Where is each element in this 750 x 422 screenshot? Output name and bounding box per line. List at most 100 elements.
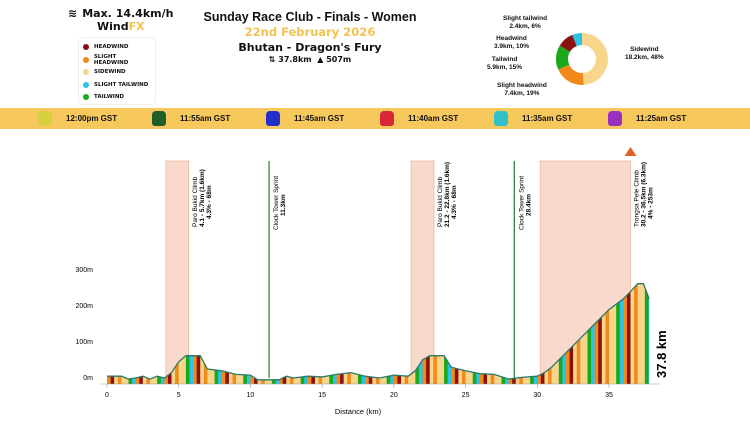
wind-segment [239,283,244,384]
wind-segment [221,283,226,384]
start-schedule: 12:00pm GST 11:55am GST 11:45am GST 11:40am… [0,108,750,129]
wind-segment [469,283,474,384]
donut-label: Slight tailwind 2.4km, 6% [503,15,548,30]
wind-segment [497,283,502,384]
climb-label: Paro Bukid Climb 4.1 - 5.7km (1.6km) 4.3% … [192,169,213,227]
legend-item: HEADWIND [83,41,151,54]
climb-label-text: 4.1 - 5.7km (1.6km) [199,169,206,227]
brand-logo: WindFX [97,20,145,33]
wind-segment [605,283,610,384]
climb-label: Paro Bukid Climb 21.2 - 22.8km (1.6km) 4.3… [437,162,458,227]
wind-segment [257,283,262,384]
legend-item: SLIGHT HEADWIND [83,54,151,67]
sprint-label-text: Clock Tower Sprint [273,176,280,230]
wind-segment [107,283,111,384]
route-name: Bhutan - Dragon's Fury [238,41,382,54]
wind-segment [124,283,129,384]
wind-segment [530,283,534,384]
wind-segment [458,283,463,384]
donut-slice [572,33,582,47]
wind-segment [314,283,319,384]
jersey-icon [266,111,280,126]
wind-segment [329,283,334,384]
start-slot: 12:00pm GST [38,111,117,126]
wind-segment [634,283,638,384]
wind-segment [372,283,377,384]
wind-segment [508,283,513,384]
race-header: Sunday Race Club - Finals - Women 22nd F… [180,10,440,64]
wind-segment [286,283,291,384]
donut-slice [558,64,584,85]
wind-segment [232,283,237,384]
wind-segment [494,283,499,384]
wind-segment [583,283,588,384]
jersey-icon [494,111,508,126]
start-slot: 11:40am GST [380,111,458,126]
wind-segment [275,283,280,384]
donut-label: Tailwind 5.9km, 15% [487,56,523,71]
wind-segment [282,283,287,384]
wind-segment [318,283,323,384]
x-tick-label: 5 [177,392,181,399]
wind-legend: HEADWIND SLIGHT HEADWIND SIDEWIND SLIGHT TA… [78,37,156,105]
donut-label: Slight headwind 7.4km, 19% [497,82,547,97]
wind-segment [228,283,233,384]
wind-segment [246,283,251,384]
legend-dot [83,56,89,63]
x-tick-label: 30 [533,392,541,399]
wind-segment [609,283,613,384]
donut-slice [582,33,608,85]
wind-max: ≋ Max. 14.4km/h [68,7,174,20]
wind-segment [304,283,309,384]
wind-segment [393,283,398,384]
wind-segment [225,283,230,384]
climb-label-text: 21.2 - 22.8km (1.6km) [444,162,451,227]
wind-segment [347,283,352,384]
start-slot: 11:35am GST [494,111,572,126]
wind-segment [401,283,405,384]
climb-label-text: 4% - 253m [648,187,655,219]
wind-segment [332,283,337,384]
jersey-icon [152,111,166,126]
wind-segment [311,283,316,384]
donut-label: Sidewind 18.2km, 48% [625,46,664,61]
page-title: Sunday Race Club - Finals - Women [203,10,417,24]
wind-segment [623,283,628,384]
climb-label-text: Paro Bukid Climb [192,176,199,227]
start-slot: 11:45am GST [266,111,344,126]
wind-segment [293,283,298,384]
wind-segment [501,283,506,384]
wind-segment [451,283,456,384]
wind-segment [587,283,592,384]
x-axis-title: Distance (km) [335,407,382,416]
sprint-label-text: 11.3km [280,194,287,216]
wind-segment [110,283,115,384]
y-tick-label: 200m [75,303,93,310]
route-stats: ⇅ 37.8km ▲ 507m [268,55,352,64]
wind-segment [644,283,649,384]
wind-segment [479,283,484,384]
wind-segment [594,283,599,384]
y-tick-label: 300m [75,267,93,274]
climb-label-text: 4.3% - 68m [206,185,213,219]
climb-zone [165,160,190,379]
jersey-icon [608,111,622,126]
climb-label-text: Paro Bukid Climb [437,176,444,227]
jersey-icon [38,111,52,126]
wind-segment [383,283,387,384]
wind-segment [139,283,144,384]
wind-segment [375,283,380,384]
y-tick-label: 0m [83,375,93,382]
climb-label: Trongsa Pele Climb 30.2 - 36.5km (6.3km) 4… [634,162,655,227]
wind-segment [637,283,642,384]
wind-segment [533,283,538,384]
wind-segment [135,283,140,384]
legend-dot [83,44,89,51]
wind-segment [150,283,154,384]
wind-segment [300,283,305,384]
wind-segment [153,283,158,384]
wind-segment [361,283,366,384]
x-tick-label: 35 [605,392,613,399]
wind-segment [343,283,348,384]
donut-slice [556,45,571,70]
